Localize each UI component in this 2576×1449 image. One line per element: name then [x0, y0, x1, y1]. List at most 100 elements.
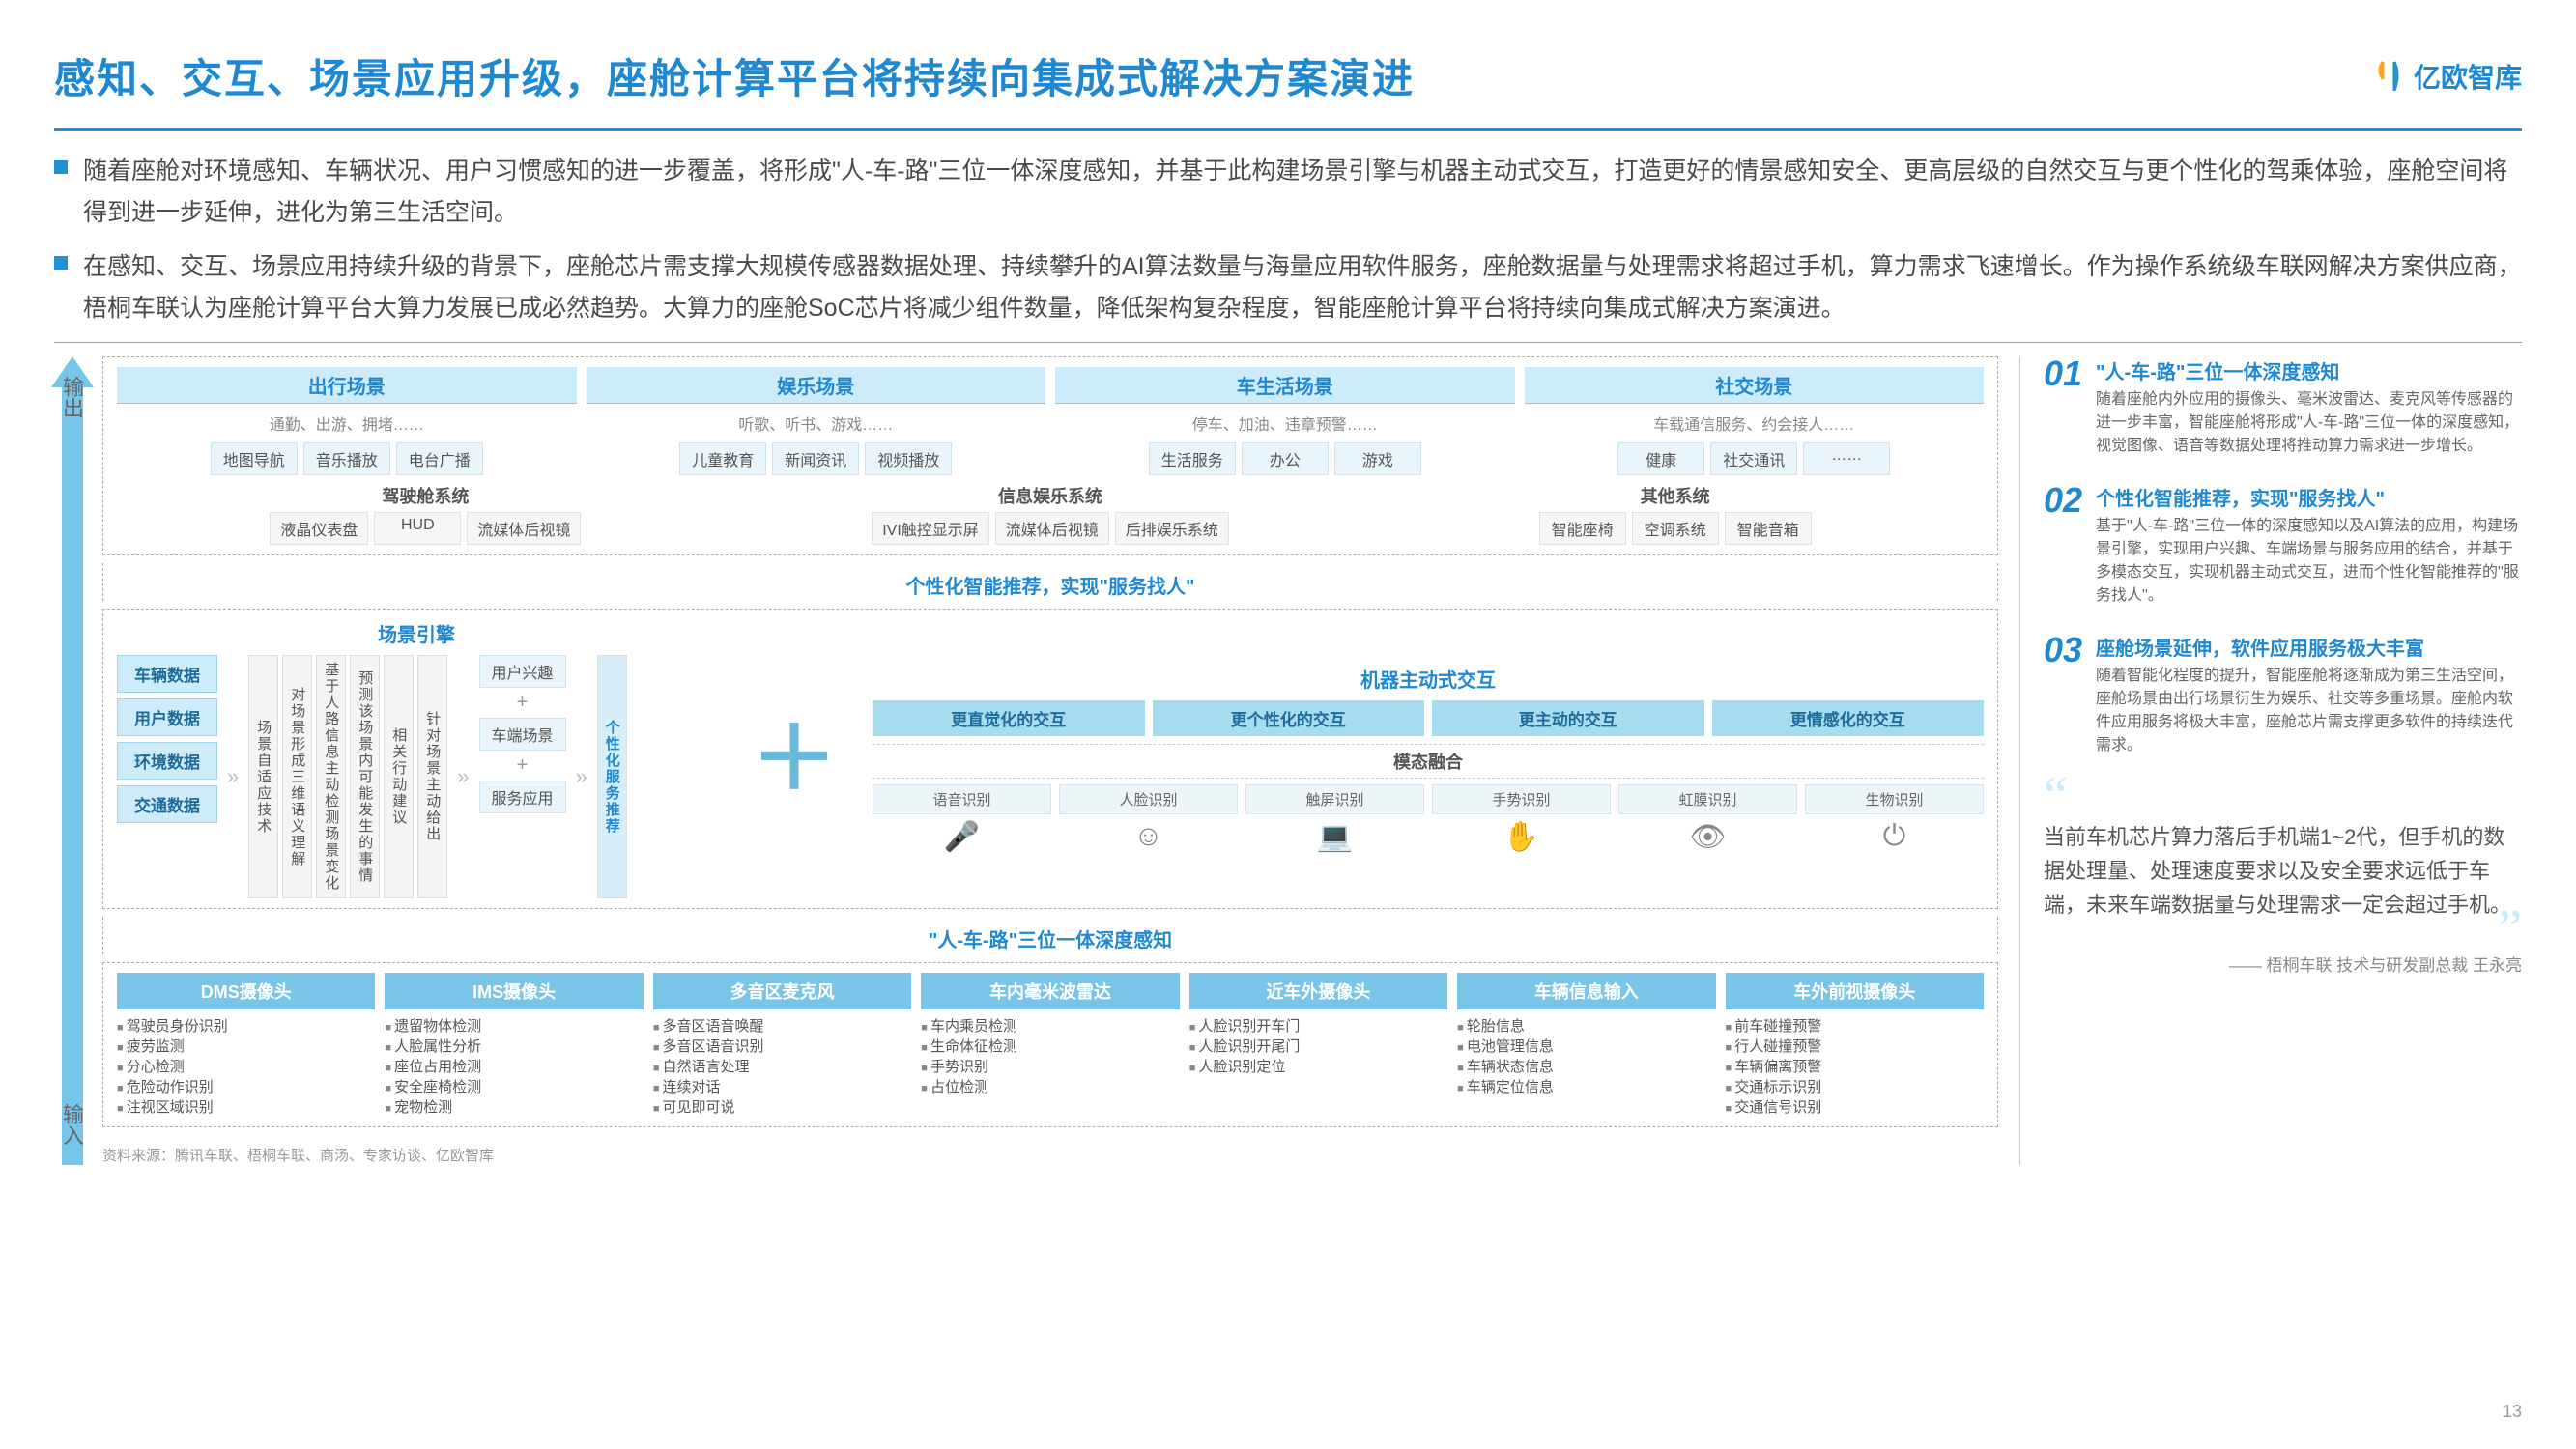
interact-chip: 更主动的交互 [1432, 700, 1704, 736]
system-group: 其他系统智能座椅空调系统智能音箱 [1366, 483, 1984, 545]
logo-text: 亿欧智库 [2414, 57, 2522, 96]
title-underline [54, 128, 2522, 131]
scene-group-sub: 通勤、出游、拥堵…… [117, 410, 577, 437]
scene-chip: 儿童教育 [679, 442, 766, 475]
chevron-icon: » [225, 764, 241, 789]
scene-group-sub: 停车、加油、违章预警…… [1055, 410, 1515, 437]
plus-icon: ＋ [733, 716, 855, 803]
input-item-list: 多音区语音唤醒多音区语音识别自然语言处理连续对话可见即可说 [653, 1015, 911, 1117]
chip-row: 地图导航音乐播放电台广播 [117, 442, 577, 475]
input-item-list: 驾驶员身份识别疲劳监测分心检测危险动作识别注视区域识别 [117, 1015, 375, 1117]
scene-group-title: 出行场景 [117, 367, 577, 404]
chevron-icon: » [455, 764, 471, 789]
right-points-list: 01"人-车-路"三位一体深度感知随着座舱内外应用的摄像头、毫米波雷达、麦克风等… [2044, 356, 2522, 757]
quote-source: —— 梧桐车联 技术与研发副总裁 王永亮 [2044, 952, 2522, 976]
engine-title: 场景引擎 [117, 619, 716, 647]
bullet-2-text: 在感知、交互、场景应用持续升级的背景下，座舱芯片需支撑大规模传感器数据处理、持续… [83, 246, 2522, 328]
system-chip: 智能座椅 [1539, 512, 1626, 545]
system-group: 信息娱乐系统IVI触控显示屏流媒体后视镜后排娱乐系统 [742, 483, 1360, 545]
arrow-bar [62, 387, 83, 1165]
modal-icon: ⏻ [1805, 820, 1984, 854]
mid-box: 场景引擎 车辆数据用户数据环境数据交通数据 » 场景自适应技术对场景形成三维语义… [102, 609, 1998, 909]
bullet-2: 在感知、交互、场景应用持续升级的背景下，座舱芯片需支撑大规模传感器数据处理、持续… [54, 246, 2522, 328]
engine-step-chip: 预测该场景内可能发生的事情 [350, 655, 380, 898]
system-title: 信息娱乐系统 [742, 483, 1360, 508]
scene-chip: 办公 [1242, 442, 1329, 475]
right-point-body: 个性化智能推荐，实现"服务找人"基于"人-车-路"三位一体的深度感知以及AI算法… [2096, 483, 2522, 608]
data-source-chip: 车辆数据 [117, 655, 217, 693]
interest-column: 用户兴趣+车端场景+服务应用 [479, 655, 566, 898]
scene-chip: 音乐播放 [303, 442, 390, 475]
interest-chip: 用户兴趣 [479, 655, 566, 688]
input-item: 连续对话 [653, 1076, 911, 1096]
input-item: 多音区语音唤醒 [653, 1015, 911, 1036]
input-item: 可见即可说 [653, 1096, 911, 1117]
scene-group-title: 车生活场景 [1055, 367, 1515, 404]
scene-group-sub: 车载通信服务、约会接人…… [1525, 410, 1985, 437]
page-title: 感知、交互、场景应用升级，座舱计算平台将持续向集成式解决方案演进 [54, 46, 2373, 105]
modal-fusion-label: 模态融合 [873, 744, 1984, 779]
right-point-title: "人-车-路"三位一体深度感知 [2096, 356, 2522, 384]
input-item: 手势识别 [921, 1056, 1179, 1076]
system-chips: 智能座椅空调系统智能音箱 [1366, 512, 1984, 545]
input-group-title: 多音区麦克风 [653, 973, 911, 1009]
modal-icon: 🎤 [873, 820, 1051, 854]
input-item: 车辆定位信息 [1457, 1076, 1715, 1096]
input-item: 安全座椅检测 [385, 1076, 643, 1096]
input-item-list: 人脸识别开车门人脸识别开尾门人脸识别定位 [1189, 1015, 1447, 1076]
input-item: 人脸识别开尾门 [1189, 1036, 1447, 1056]
engine-step-chip: 场景自适应技术 [248, 655, 278, 898]
interact-chip-row: 更直觉化的交互更个性化的交互更主动的交互更情感化的交互 [873, 700, 1984, 736]
output-input-arrow: 输出 输入 [54, 356, 91, 1165]
engine-step-chip: 针对场景主动给出 [417, 655, 447, 898]
scene-group: 社交场景车载通信服务、约会接人……健康社交通讯…… [1525, 367, 1985, 475]
input-group-title: DMS摄像头 [117, 973, 375, 1009]
right-point-num: 02 [2044, 483, 2082, 608]
system-chip: 后排娱乐系统 [1115, 512, 1229, 545]
right-point-text: 基于"人-车-路"三位一体的深度感知以及AI算法的应用，构建场景引擎，实现用户兴… [2096, 515, 2522, 608]
scene-chip: 视频播放 [865, 442, 952, 475]
input-item: 生命体征检测 [921, 1036, 1179, 1056]
input-item: 人脸识别定位 [1189, 1056, 1447, 1076]
diagram-column: 输出 输入 出行场景通勤、出游、拥堵…… 地图导航音乐播放电台广播 娱乐场景听歌、听… [54, 356, 1998, 1165]
right-point: 01"人-车-路"三位一体深度感知随着座舱内外应用的摄像头、毫米波雷达、麦克风等… [2044, 356, 2522, 458]
input-group: 车外前视摄像头前车碰撞预警行人碰撞预警车辆偏离预警交通标示识别交通信号识别 [1726, 973, 1984, 1117]
data-source-chip: 用户数据 [117, 698, 217, 736]
scene-chip: 地图导航 [211, 442, 298, 475]
right-point: 02个性化智能推荐，实现"服务找人"基于"人-车-路"三位一体的深度感知以及AI… [2044, 483, 2522, 608]
scene-group-title: 娱乐场景 [587, 367, 1046, 404]
input-item: 行人碰撞预警 [1726, 1036, 1984, 1056]
data-source-chip: 交通数据 [117, 785, 217, 823]
robot-column: 机器主动式交互 更直觉化的交互更个性化的交互更主动的交互更情感化的交互 模态融合… [873, 665, 1984, 854]
input-group: IMS摄像头遗留物体检测人脸属性分析座位占用检测安全座椅检测宠物检测 [385, 973, 643, 1117]
system-title: 驾驶舱系统 [117, 483, 734, 508]
system-chips: 液晶仪表盘HUD流媒体后视镜 [117, 512, 734, 545]
engine-grid: 车辆数据用户数据环境数据交通数据 » 场景自适应技术对场景形成三维语义理解基于人… [117, 655, 716, 898]
header: 感知、交互、场景应用升级，座舱计算平台将持续向集成式解决方案演进 亿欧智库 [54, 46, 2522, 105]
bullet-1: 随着座舱对环境感知、车辆状况、用户习惯感知的进一步覆盖，将形成"人-车-路"三位… [54, 151, 2522, 233]
plus-icon: + [517, 754, 529, 777]
scene-chip: 社交通讯 [1710, 442, 1797, 475]
input-group-title: 近车外摄像头 [1189, 973, 1447, 1009]
input-item-list: 遗留物体检测人脸属性分析座位占用检测安全座椅检测宠物检测 [385, 1015, 643, 1117]
input-item: 驾驶员身份识别 [117, 1015, 375, 1036]
input-group: 车内毫米波雷达车内乘员检测生命体征检测手势识别占位检测 [921, 973, 1179, 1117]
engine-step-chip: 基于人路信息主动检测场景变化 [316, 655, 346, 898]
scene-chip: …… [1803, 442, 1890, 475]
data-source-chip: 环境数据 [117, 742, 217, 780]
scene-group-sub: 听歌、听书、游戏…… [587, 410, 1046, 437]
system-title: 其他系统 [1366, 483, 1984, 508]
input-group-title: 车内毫米波雷达 [921, 973, 1179, 1009]
input-item: 疲劳监测 [117, 1036, 375, 1056]
input-group-title: 车外前视摄像头 [1726, 973, 1984, 1009]
modal-chip: 虹膜识别 [1618, 784, 1797, 814]
right-column: 01"人-车-路"三位一体深度感知随着座舱内外应用的摄像头、毫米波雷达、麦克风等… [2019, 356, 2522, 1165]
scene-group: 车生活场景停车、加油、违章预警……生活服务办公游戏 [1055, 367, 1515, 475]
interest-chip: 服务应用 [479, 781, 566, 813]
input-item: 注视区域识别 [117, 1096, 375, 1117]
system-chip: 智能音箱 [1725, 512, 1812, 545]
chevron-icon: » [574, 764, 589, 789]
quote-text: 当前车机芯片算力落后手机端1~2代，但手机的数据处理量、处理速度要求以及安全要求… [2044, 820, 2522, 923]
logo: 亿欧智库 [2373, 57, 2522, 96]
modal-chip: 触屏识别 [1245, 784, 1424, 814]
